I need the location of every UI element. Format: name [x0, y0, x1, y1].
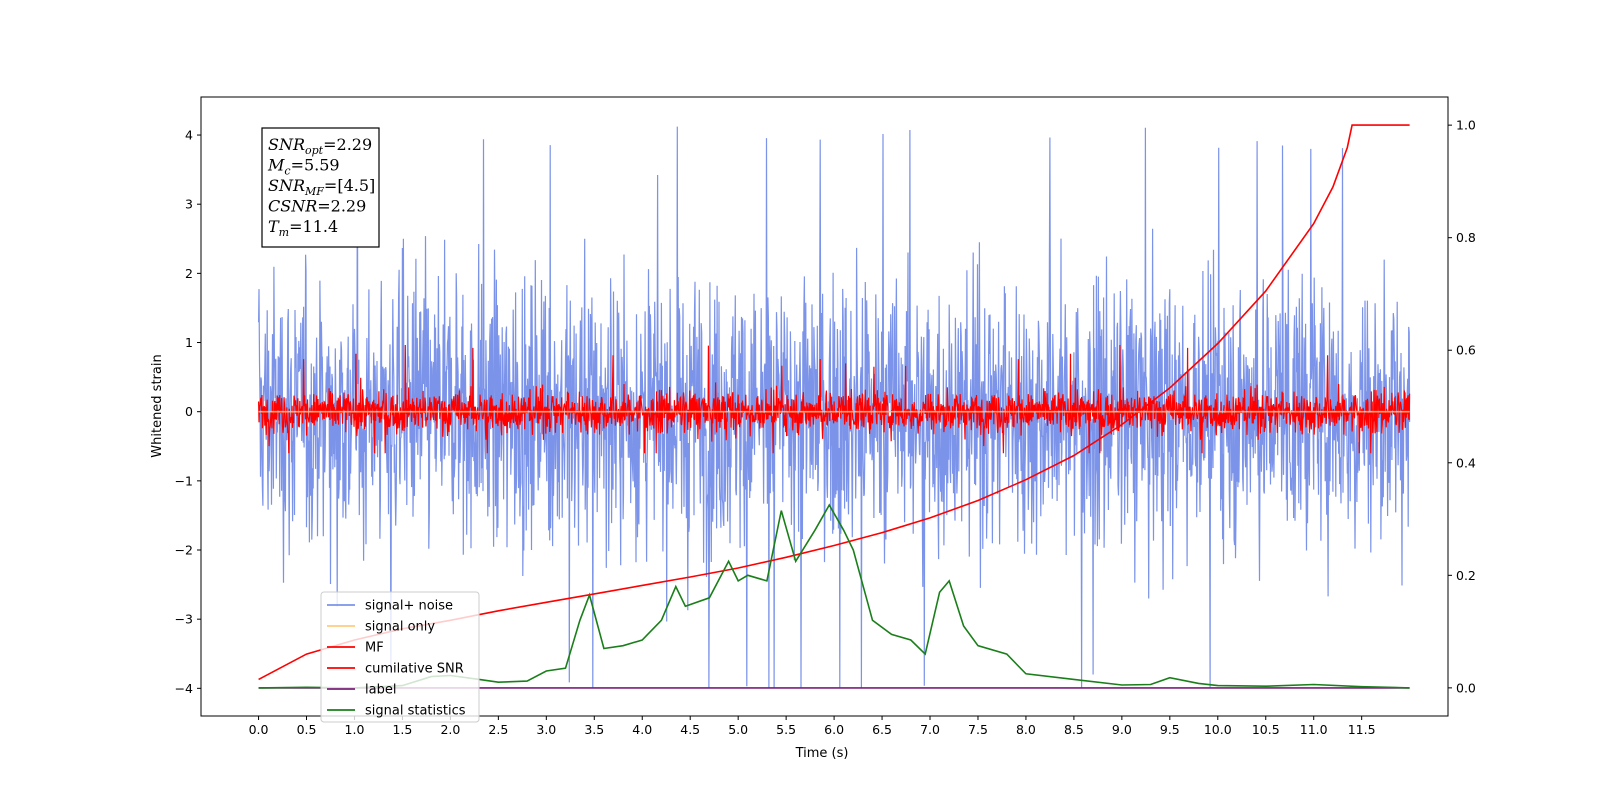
x-axis-label: Time (s) [795, 746, 849, 761]
y-tick-label: −1 [175, 473, 193, 488]
series-line-signal-noise [258, 126, 1411, 689]
legend-label: signal only [365, 620, 435, 635]
x-tick-label: 3.5 [584, 722, 604, 737]
legend-frame [320, 591, 480, 723]
annotation-line: CSNR=2.29 [268, 197, 366, 216]
y-tick-label: −4 [175, 681, 193, 696]
x-tick-label: 1.5 [392, 722, 412, 737]
x-tick-label: 9.0 [1112, 722, 1132, 737]
annotation-line: Tm=11.4 [268, 217, 338, 239]
annotation-line: SNRMF=[4.5] [268, 176, 375, 198]
legend-label: label [365, 683, 396, 698]
x-tick-label: 3.0 [536, 722, 556, 737]
x-tick-label: 11.5 [1348, 722, 1376, 737]
y-axis-right: 0.0 0.2 0.4 0.6 0.8 1.0 [1448, 118, 1476, 695]
y2-tick-label: 0.0 [1456, 680, 1476, 695]
y-tick-label: −2 [175, 543, 193, 558]
legend: signal+ noise signal only MF cumilative SNR… [320, 591, 480, 723]
x-tick-label: 7.5 [968, 722, 988, 737]
y-tick-label: 3 [185, 197, 193, 212]
x-tick-label: 4.5 [680, 722, 700, 737]
annotation-line: Mc=5.59 [267, 156, 340, 178]
x-tick-label: 1.0 [345, 722, 365, 737]
y-axis-left: −4 −3 −2 −1 0 1 2 3 4 [175, 128, 201, 696]
y-axis-label: Whitened strain [150, 354, 165, 457]
y-tick-label: −3 [175, 612, 193, 627]
legend-label: signal statistics [365, 704, 466, 719]
x-tick-label: 10.5 [1252, 722, 1280, 737]
y-tick-label: 0 [185, 404, 193, 419]
x-tick-label: 9.5 [1160, 722, 1180, 737]
y2-tick-label: 0.6 [1456, 343, 1476, 358]
x-tick-label: 8.5 [1064, 722, 1084, 737]
x-tick-label: 2.0 [440, 722, 460, 737]
legend-label: MF [365, 641, 384, 656]
annotation-frame [261, 127, 380, 248]
x-tick-label: 10.0 [1204, 722, 1232, 737]
series-line-mf [258, 344, 1411, 454]
series-line-signal-statistics [258, 503, 1410, 689]
x-tick-label: 0.0 [249, 722, 269, 737]
y2-tick-label: 1.0 [1456, 118, 1476, 133]
legend-label: cumilative SNR [365, 662, 464, 677]
x-tick-label: 7.0 [920, 722, 940, 737]
x-axis: 0.0 0.5 1.0 1.5 2.0 2.5 3.0 3.5 4.0 4.5 5.0 5.5 6.0 6… [249, 716, 1376, 737]
y2-tick-label: 0.2 [1456, 568, 1476, 583]
y-tick-label: 2 [185, 266, 193, 281]
y2-tick-label: 0.4 [1456, 455, 1476, 470]
y-tick-label: 4 [185, 128, 193, 143]
x-tick-label: 6.0 [824, 722, 844, 737]
x-tick-label: 0.5 [297, 722, 317, 737]
plot-frame [200, 96, 1449, 717]
x-tick-label: 6.5 [872, 722, 892, 737]
x-tick-label: 11.0 [1300, 722, 1328, 737]
y2-tick-label: 0.8 [1456, 230, 1476, 245]
stats-annotation-box: SNRopt=2.29Mc=5.59SNRMF=[4.5]CSNR=2.29Tm… [261, 127, 380, 248]
y-tick-label: 1 [185, 335, 193, 350]
x-tick-label: 8.0 [1016, 722, 1036, 737]
x-tick-label: 4.0 [632, 722, 652, 737]
legend-label: signal+ noise [365, 599, 453, 614]
x-tick-label: 5.5 [776, 722, 796, 737]
x-tick-label: 5.0 [728, 722, 748, 737]
x-tick-label: 2.5 [488, 722, 508, 737]
annotation-line: SNRopt=2.29 [268, 135, 372, 157]
